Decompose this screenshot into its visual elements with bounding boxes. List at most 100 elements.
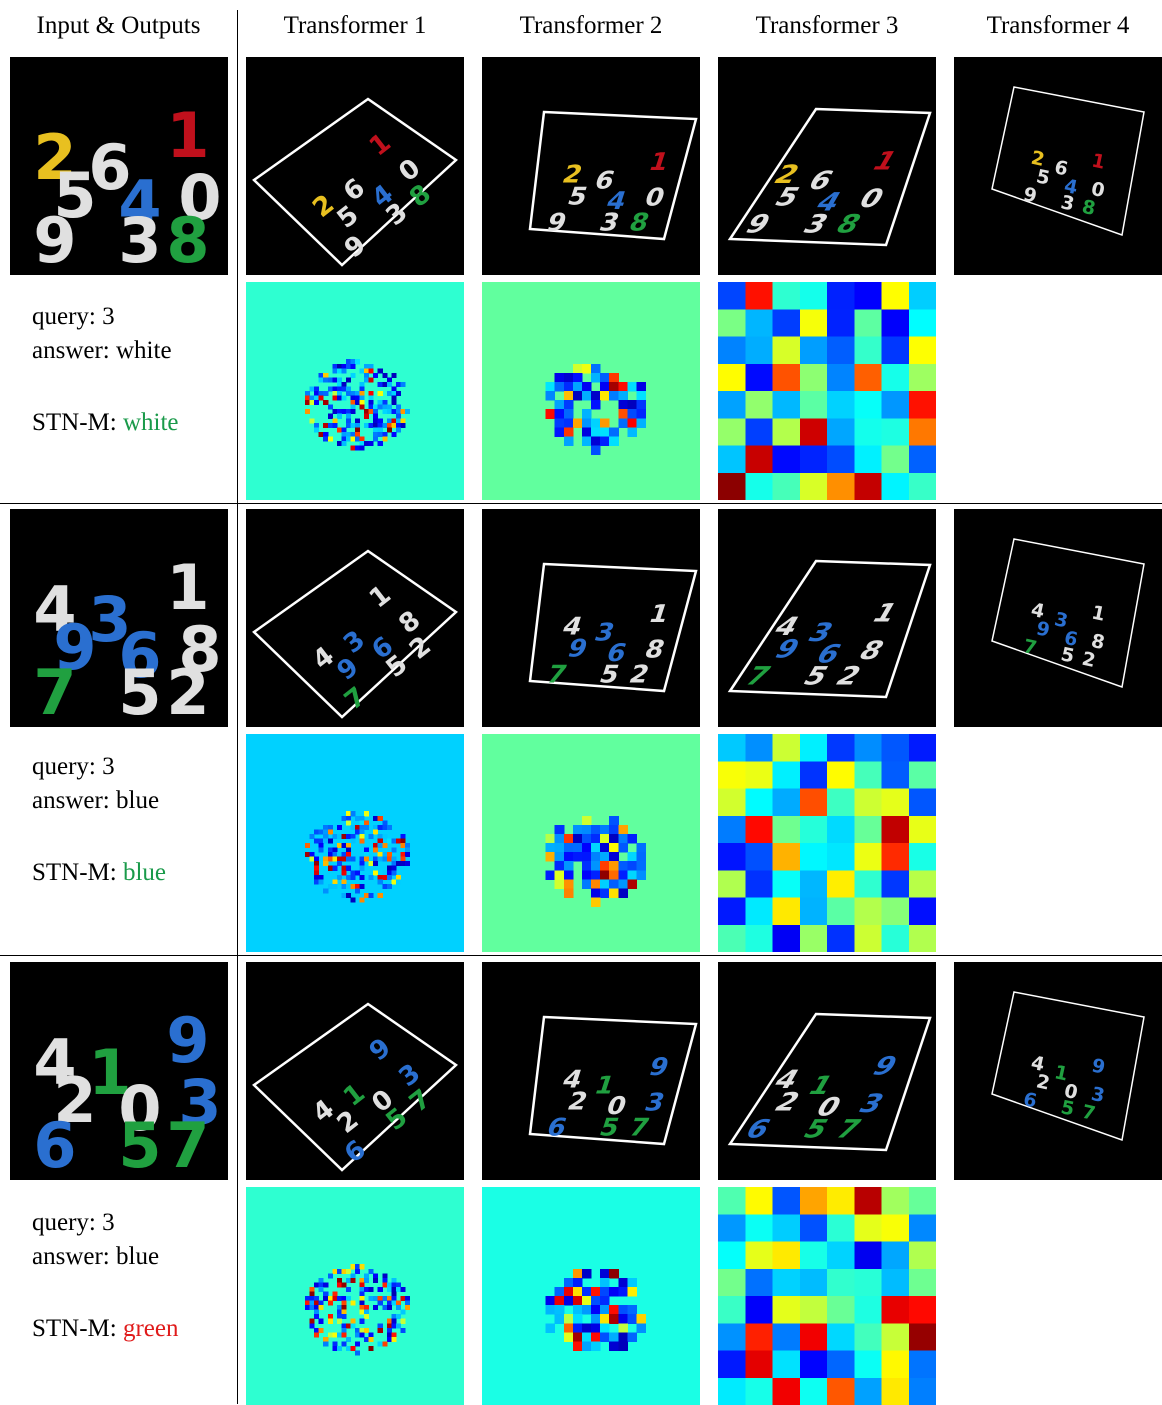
heatmap-cell — [799, 1377, 828, 1405]
digit-glyph: 5 — [118, 1109, 161, 1180]
heatmap-cell — [600, 1323, 610, 1333]
heatmap-cell — [386, 1305, 392, 1311]
heatmap-cell — [359, 404, 365, 410]
heatmap-cell — [355, 400, 361, 406]
heatmap-cell — [377, 400, 383, 406]
heatmap-cell — [854, 870, 882, 898]
heatmap-cell — [332, 1268, 338, 1274]
heatmap-cell — [636, 870, 646, 880]
heatmap-cell — [309, 833, 315, 839]
heatmap-cell — [854, 282, 882, 310]
heatmap-cell — [377, 1323, 383, 1329]
heatmap-cell — [545, 843, 556, 853]
heatmap-cell — [336, 861, 342, 867]
heatmap-cell — [318, 1318, 324, 1324]
heatmap-cell — [359, 1305, 365, 1311]
heatmap-cell — [318, 1286, 324, 1292]
heatmap-cell — [318, 391, 324, 397]
heatmap-cell — [718, 336, 746, 365]
heatmap-cell — [314, 879, 320, 885]
heatmap-cell — [854, 897, 882, 926]
heatmap-cell — [359, 874, 365, 880]
heatmap-cell — [391, 865, 397, 871]
heatmap-cell — [799, 734, 828, 762]
heatmap-cell — [718, 1350, 746, 1379]
heatmap-cell — [382, 381, 388, 387]
heatmap-cell — [591, 824, 601, 835]
heatmap-cell — [799, 1323, 828, 1351]
heatmap-cell — [309, 400, 315, 406]
heatmap-cell — [772, 1350, 801, 1379]
answer-value: white — [116, 337, 172, 364]
heatmap-cell — [350, 400, 356, 406]
answer-value: blue — [116, 787, 160, 814]
heatmap-cell — [391, 395, 397, 401]
heatmap-cell — [373, 436, 379, 442]
heatmap-cell — [327, 1318, 333, 1324]
heatmap-cell — [364, 1273, 370, 1279]
heatmap-cell — [563, 409, 574, 419]
heatmap-cell — [318, 1300, 324, 1306]
heatmap-cell — [359, 833, 365, 839]
sampling-grid-frame — [727, 559, 932, 699]
heatmap-cell — [391, 400, 397, 406]
heatmap-cell — [355, 431, 361, 437]
digit-glyph: 2 — [625, 661, 652, 689]
heatmap-cell — [572, 1277, 583, 1288]
heatmap-cell — [364, 1314, 370, 1320]
heatmap-cell — [377, 404, 383, 410]
heatmap-cell — [718, 282, 746, 310]
heatmap-cell — [373, 418, 379, 424]
heatmap-cell — [745, 815, 773, 844]
digit-glyph: 3 — [798, 209, 835, 239]
transformer-2-feature-map — [482, 1187, 700, 1405]
heatmap-cell — [382, 824, 388, 830]
heatmap-cell — [345, 363, 351, 369]
heatmap-cell — [368, 1286, 374, 1292]
heatmap-cell — [881, 1214, 910, 1242]
heatmap-cell — [305, 843, 311, 849]
heatmap-cell — [318, 1327, 324, 1333]
heatmap-cell — [345, 1345, 351, 1351]
heatmap-cell — [386, 1300, 392, 1306]
heatmap-cell — [373, 431, 379, 437]
heatmap-cell — [373, 1273, 379, 1279]
heatmap-cell — [591, 391, 601, 401]
digit-glyph: 6 — [740, 1114, 777, 1144]
heatmap-cell — [359, 445, 365, 451]
heatmap-cell — [314, 874, 320, 880]
heatmap-cell — [350, 436, 356, 442]
heatmap-cell — [359, 883, 365, 889]
heatmap-cell — [854, 1323, 882, 1351]
heatmap-cell — [627, 381, 637, 392]
heatmap-cell — [327, 829, 333, 835]
heatmap-cell — [745, 734, 773, 762]
sampling-grid-frame — [252, 97, 458, 267]
heatmap-cell — [341, 409, 347, 415]
heatmap-cell — [395, 381, 401, 387]
heatmap-cell — [350, 897, 356, 903]
heatmap-cell — [854, 1214, 882, 1242]
heatmap-cell — [591, 400, 601, 410]
heatmap-cell — [309, 856, 315, 862]
heatmap-cell — [636, 409, 646, 419]
heatmap-cell — [572, 363, 583, 374]
heatmap-cell — [600, 436, 610, 446]
digit-glyph: 4 — [118, 167, 161, 240]
heatmap-cell — [591, 1323, 601, 1333]
heatmap-cell — [400, 833, 406, 839]
heatmap-cell — [336, 413, 342, 419]
heatmap-cell — [327, 377, 333, 383]
heatmap-cell — [591, 1286, 601, 1297]
heatmap-cell — [350, 395, 356, 401]
heatmap-cell — [591, 1332, 601, 1342]
heatmap-cell — [400, 856, 406, 862]
heatmap-cell — [350, 1273, 356, 1279]
heatmap-cell — [336, 1314, 342, 1320]
heatmap-cell — [554, 1305, 565, 1315]
heatmap-cell — [745, 843, 773, 871]
heatmap-cell — [772, 309, 801, 337]
heatmap-cell — [799, 336, 828, 365]
heatmap-cell — [404, 1300, 410, 1306]
